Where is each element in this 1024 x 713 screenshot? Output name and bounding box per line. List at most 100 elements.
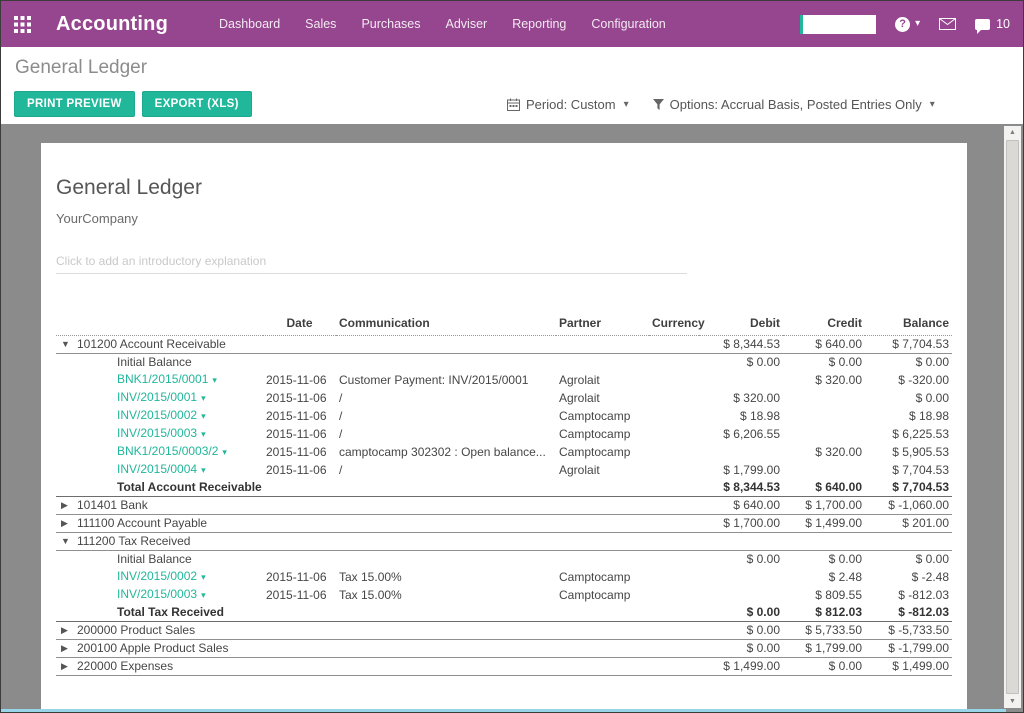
cell-partner [556, 497, 649, 515]
expand-arrow-icon[interactable]: ▶ [59, 499, 77, 512]
period-filter[interactable]: Period: Custom ▾ [507, 97, 629, 112]
journal-entry-link[interactable]: INV/2015/0004 [59, 463, 197, 476]
cell-credit: $ 2.48 [783, 568, 865, 586]
cell-credit: $ 0.00 [783, 551, 865, 569]
entry-dropdown-icon[interactable]: ▾ [201, 465, 206, 475]
messages-button[interactable] [939, 18, 956, 30]
menu-item-sales[interactable]: Sales [302, 14, 339, 34]
cell-credit: $ 812.03 [783, 604, 865, 622]
export-xls-button[interactable]: EXPORT (XLS) [142, 91, 252, 117]
cell-balance: $ -1,060.00 [865, 497, 952, 515]
cell-name: Total Tax Received [56, 604, 263, 622]
app-name[interactable]: Accounting [56, 13, 168, 36]
entry-dropdown-icon[interactable]: ▾ [201, 590, 206, 600]
cell-balance: $ -5,733.50 [865, 622, 952, 640]
journal-entry-link[interactable]: INV/2015/0003 [59, 588, 197, 601]
cell-credit: $ 1,799.00 [783, 640, 865, 658]
cell-partner: Camptocamp [556, 568, 649, 586]
cell-date: 2015-11-06 [263, 407, 336, 425]
report-viewport: General Ledger YourCompany Click to add … [1, 124, 1023, 712]
cell-partner: Agrolait [556, 461, 649, 479]
expand-arrow-icon[interactable]: ▶ [59, 660, 77, 673]
cell-credit: $ 5,733.50 [783, 622, 865, 640]
menu-item-purchases[interactable]: Purchases [358, 14, 423, 34]
cell-name: ▶111100 Account Payable [56, 515, 263, 533]
report-page: General Ledger YourCompany Click to add … [41, 143, 967, 712]
account-label: 101401 Bank [77, 498, 148, 512]
cell-balance: $ -2.48 [865, 568, 952, 586]
cell-balance: $ 1,499.00 [865, 658, 952, 676]
cell-name: ▼111200 Tax Received [56, 533, 263, 551]
cell-communication: / [336, 425, 556, 443]
cell-debit: $ 0.00 [699, 354, 783, 372]
entry-dropdown-icon[interactable]: ▾ [201, 411, 206, 421]
cell-balance: $ -320.00 [865, 371, 952, 389]
cell-debit: $ 0.00 [699, 604, 783, 622]
collapse-arrow-icon[interactable]: ▼ [59, 535, 77, 548]
grid-icon [14, 16, 31, 33]
journal-entry-link[interactable]: INV/2015/0002 [59, 409, 197, 422]
cell-partner: Camptocamp [556, 425, 649, 443]
entry-dropdown-icon[interactable]: ▾ [212, 375, 217, 385]
scroll-down-icon[interactable]: ▼ [1004, 695, 1021, 708]
cell-date [263, 533, 336, 551]
cell-currency [649, 640, 699, 658]
scroll-up-icon[interactable]: ▲ [1004, 126, 1021, 139]
intro-placeholder[interactable]: Click to add an introductory explanation [56, 254, 687, 274]
journal-entry-link[interactable]: BNK1/2015/0003/2 [59, 445, 218, 458]
menu-item-reporting[interactable]: Reporting [509, 14, 569, 34]
cell-balance: $ 7,704.53 [865, 461, 952, 479]
journal-entry-link[interactable]: BNK1/2015/0001 [59, 373, 208, 386]
cell-currency [649, 515, 699, 533]
cell-currency [649, 354, 699, 372]
scrollbar-thumb[interactable] [1006, 140, 1019, 694]
journal-entry-link[interactable]: INV/2015/0001 [59, 391, 197, 404]
entry-dropdown-icon[interactable]: ▾ [201, 393, 206, 403]
chat-button[interactable]: 10 [975, 17, 1010, 31]
account-row: ▼101200 Account Receivable$ 8,344.53$ 64… [56, 336, 952, 354]
cell-name: INV/2015/0002 ▾ [56, 407, 263, 425]
cell-partner: Agrolait [556, 389, 649, 407]
cell-communication: / [336, 407, 556, 425]
menu-item-configuration[interactable]: Configuration [588, 14, 668, 34]
cell-debit [699, 371, 783, 389]
cell-currency [649, 568, 699, 586]
cell-date: 2015-11-06 [263, 371, 336, 389]
cell-partner [556, 533, 649, 551]
entry-dropdown-icon[interactable]: ▾ [201, 429, 206, 439]
column-header-currency: Currency [649, 314, 699, 336]
apps-menu-icon[interactable] [14, 15, 32, 33]
cell-balance: $ 201.00 [865, 515, 952, 533]
entry-dropdown-icon[interactable]: ▾ [222, 447, 227, 457]
cell-debit: $ 8,344.53 [699, 479, 783, 497]
user-menu[interactable] [800, 15, 876, 34]
cell-date: 2015-11-06 [263, 389, 336, 407]
expand-arrow-icon[interactable]: ▶ [59, 624, 77, 637]
detail-row: INV/2015/0002▾2015-11-06Tax 15.00%Campto… [56, 568, 952, 586]
print-preview-button[interactable]: PRINT PREVIEW [14, 91, 135, 117]
help-icon: ? [895, 17, 910, 32]
cell-date [263, 622, 336, 640]
account-row: ▶200000 Product Sales$ 0.00$ 5,733.50$ -… [56, 622, 952, 640]
collapse-arrow-icon[interactable]: ▼ [59, 338, 77, 351]
column-header-date: Date [263, 314, 336, 336]
expand-arrow-icon[interactable]: ▶ [59, 642, 77, 655]
journal-entry-link[interactable]: INV/2015/0002 [59, 570, 197, 583]
options-filter[interactable]: Options: Accrual Basis, Posted Entries O… [653, 97, 935, 112]
cell-currency [649, 336, 699, 354]
cell-currency [649, 604, 699, 622]
vertical-scrollbar[interactable]: ▲ ▼ [1004, 126, 1021, 708]
journal-entry-link[interactable]: INV/2015/0003 [59, 427, 197, 440]
expand-arrow-icon[interactable]: ▶ [59, 517, 77, 530]
entry-dropdown-icon[interactable]: ▾ [201, 572, 206, 582]
menu-item-adviser[interactable]: Adviser [443, 14, 491, 34]
menu-item-dashboard[interactable]: Dashboard [216, 14, 283, 34]
cell-name: ▶220000 Expenses [56, 658, 263, 676]
column-header-partner: Partner [556, 314, 649, 336]
detail-row: BNK1/2015/0001▾2015-11-06Customer Paymen… [56, 371, 952, 389]
cell-communication [336, 497, 556, 515]
cell-partner [556, 336, 649, 354]
account-row: ▶220000 Expenses$ 1,499.00$ 0.00$ 1,499.… [56, 658, 952, 676]
cell-name: INV/2015/0001 ▾ [56, 389, 263, 407]
help-menu[interactable]: ? ▾ [895, 17, 920, 32]
